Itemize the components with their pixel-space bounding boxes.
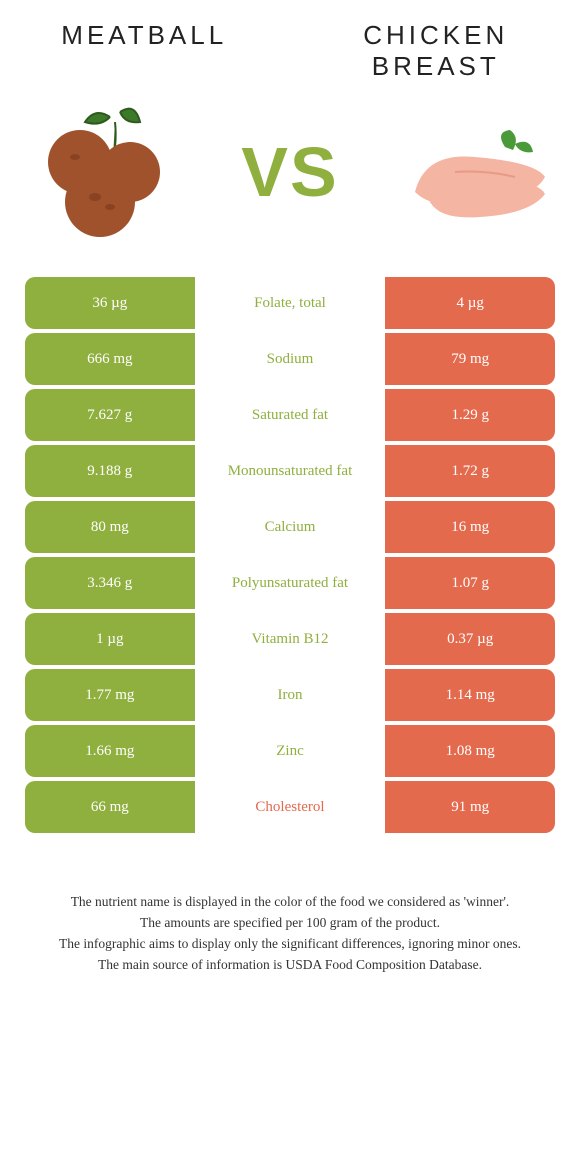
nutrient-label-cell: Folate, total [195, 277, 386, 329]
nutrient-row: 80 mgCalcium16 mg [25, 501, 555, 553]
left-value-cell: 36 µg [25, 277, 195, 329]
left-value-cell: 666 mg [25, 333, 195, 385]
footer-line-4: The main source of information is USDA F… [35, 956, 545, 975]
nutrient-row: 66 mgCholesterol91 mg [25, 781, 555, 833]
nutrient-label-cell: Vitamin B12 [195, 613, 386, 665]
nutrient-label-cell: Iron [195, 669, 386, 721]
images-row: VS [25, 92, 555, 252]
vs-label: VS [241, 132, 338, 212]
right-value-cell: 1.14 mg [385, 669, 555, 721]
footer-line-2: The amounts are specified per 100 gram o… [35, 914, 545, 933]
nutrient-row: 1.77 mgIron1.14 mg [25, 669, 555, 721]
nutrient-table: 36 µgFolate, total4 µg666 mgSodium79 mg7… [25, 277, 555, 833]
right-value-cell: 79 mg [385, 333, 555, 385]
right-value-cell: 4 µg [385, 277, 555, 329]
footer-line-1: The nutrient name is displayed in the co… [35, 893, 545, 912]
left-food-title: Meatball [25, 20, 264, 51]
nutrient-row: 36 µgFolate, total4 µg [25, 277, 555, 329]
nutrient-label-cell: Monounsaturated fat [195, 445, 386, 497]
nutrient-label-cell: Calcium [195, 501, 386, 553]
right-value-cell: 1.07 g [385, 557, 555, 609]
nutrient-row: 1 µgVitamin B120.37 µg [25, 613, 555, 665]
left-value-cell: 1.77 mg [25, 669, 195, 721]
left-value-cell: 1.66 mg [25, 725, 195, 777]
left-value-cell: 7.627 g [25, 389, 195, 441]
nutrient-row: 9.188 gMonounsaturated fat1.72 g [25, 445, 555, 497]
right-value-cell: 91 mg [385, 781, 555, 833]
right-value-cell: 1.29 g [385, 389, 555, 441]
right-value-cell: 0.37 µg [385, 613, 555, 665]
right-value-cell: 16 mg [385, 501, 555, 553]
nutrient-row: 1.66 mgZinc1.08 mg [25, 725, 555, 777]
nutrient-row: 7.627 gSaturated fat1.29 g [25, 389, 555, 441]
left-value-cell: 9.188 g [25, 445, 195, 497]
footer-notes: The nutrient name is displayed in the co… [25, 893, 555, 975]
left-value-cell: 1 µg [25, 613, 195, 665]
left-value-cell: 3.346 g [25, 557, 195, 609]
nutrient-label-cell: Polyunsaturated fat [195, 557, 386, 609]
right-value-cell: 1.08 mg [385, 725, 555, 777]
nutrient-label-cell: Cholesterol [195, 781, 386, 833]
left-value-cell: 80 mg [25, 501, 195, 553]
nutrient-label-cell: Zinc [195, 725, 386, 777]
nutrient-label-cell: Saturated fat [195, 389, 386, 441]
chicken-image [395, 102, 555, 242]
footer-line-3: The infographic aims to display only the… [35, 935, 545, 954]
nutrient-row: 3.346 gPolyunsaturated fat1.07 g [25, 557, 555, 609]
meatball-image [25, 102, 185, 242]
right-food-title: Chicken Breast [317, 20, 556, 82]
nutrient-label-cell: Sodium [195, 333, 386, 385]
right-value-cell: 1.72 g [385, 445, 555, 497]
left-value-cell: 66 mg [25, 781, 195, 833]
header: Meatball Chicken Breast [25, 20, 555, 82]
nutrient-row: 666 mgSodium79 mg [25, 333, 555, 385]
